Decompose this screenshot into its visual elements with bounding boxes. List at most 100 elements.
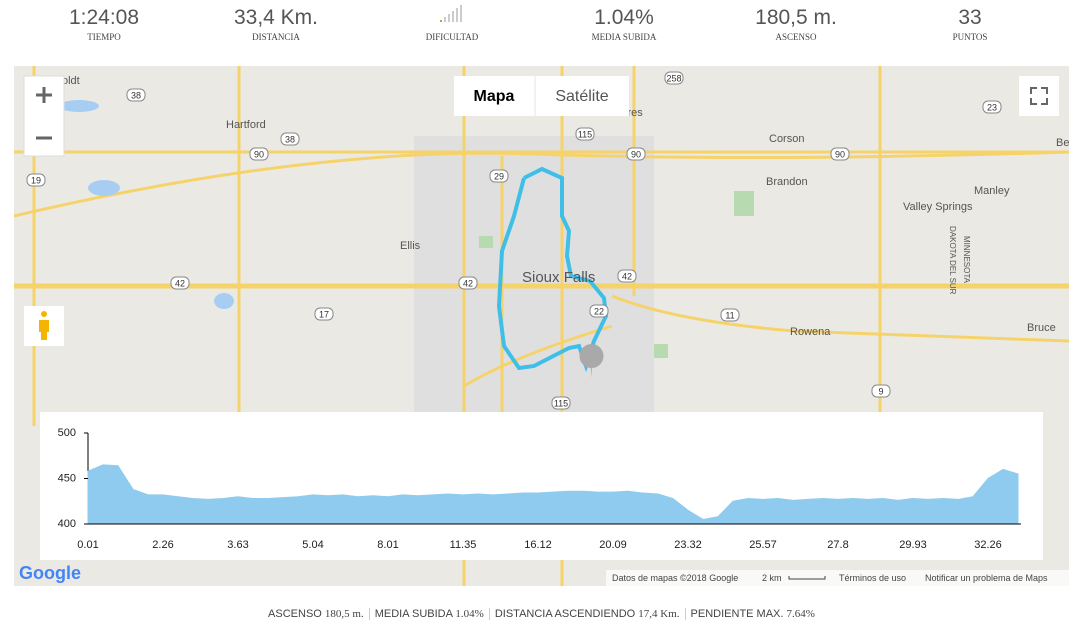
shield-badge xyxy=(458,276,478,290)
place-label: Corson xyxy=(769,133,804,145)
shield-number: 11 xyxy=(725,310,734,320)
x-tick-label: 0.01 xyxy=(77,539,98,551)
terms-link[interactable]: Términos de uso xyxy=(839,573,906,583)
x-tick-label: 27.8 xyxy=(827,539,848,551)
shield-badge xyxy=(626,147,646,161)
footer-item: PENDIENTE MAX. 7.64% xyxy=(686,608,820,620)
shield-number: 29 xyxy=(494,171,504,181)
y-tick-label: 400 xyxy=(58,518,76,530)
elevation-area xyxy=(87,464,1019,525)
y-tick-label: 500 xyxy=(58,427,76,439)
report-link[interactable]: Notificar un problema de Maps xyxy=(925,573,1048,583)
footer-label: DISTANCIA ASCENDIENDO xyxy=(494,608,636,620)
x-tick-label: 20.09 xyxy=(599,539,627,551)
attribution-bar xyxy=(606,570,1069,586)
x-tick-label: 23.32 xyxy=(674,539,702,551)
route-shield: 90 xyxy=(830,147,850,161)
route-shield: 9 xyxy=(871,384,891,398)
shield-badge xyxy=(249,147,269,161)
route-shield: 17 xyxy=(314,307,334,321)
map-tab[interactable]: Mapa xyxy=(474,88,515,105)
footer-value: 17,4 Km. xyxy=(638,608,680,620)
route-shield: 38 xyxy=(280,132,300,146)
shield-badge xyxy=(280,132,300,146)
attribution: Datos de mapas ©2018 Google xyxy=(612,573,738,583)
stat: 1.04% MEDIA SUBIDA xyxy=(539,4,709,42)
signal-bar xyxy=(456,8,458,22)
shield-number: 42 xyxy=(622,271,632,281)
place-label: Hartford xyxy=(226,119,266,131)
route-shield: 11 xyxy=(720,308,740,322)
shield-number: 258 xyxy=(666,73,681,83)
x-tick-label: 2.26 xyxy=(152,539,173,551)
route-shield: 38 xyxy=(126,88,146,102)
zoom-control[interactable] xyxy=(23,75,65,157)
place-label: Valley Springs xyxy=(903,201,973,213)
shield-badge xyxy=(664,71,684,85)
footer-label: PENDIENTE MAX. xyxy=(690,608,784,620)
stat-value: 33,4 Km. xyxy=(233,6,319,29)
stat: 180,5 m. ASCENSO xyxy=(711,4,881,42)
y-tick-label: 450 xyxy=(58,472,76,484)
place-label: Rowena xyxy=(790,326,831,338)
stat-value: 180,5 m. xyxy=(755,6,837,29)
shield-number: 22 xyxy=(594,306,604,316)
lakes xyxy=(59,100,234,309)
signal-bar xyxy=(452,11,454,22)
route-shield: 23 xyxy=(982,100,1002,114)
shield-number: 115 xyxy=(578,129,592,139)
footer-label: ASCENSO xyxy=(268,608,322,620)
fullscreen-button[interactable] xyxy=(1019,76,1059,116)
end-marker xyxy=(579,344,604,378)
x-tick-label: 16.12 xyxy=(524,539,552,551)
zoom-in-button[interactable] xyxy=(36,87,52,103)
place-label: Brandon xyxy=(766,176,808,188)
shield-badge xyxy=(26,173,46,187)
elevation-chart: 400 450 500 0.01 2.26 3.63 5.04 8.01 11.35 16.12 2… xyxy=(40,412,1043,560)
city-area xyxy=(414,136,654,416)
footer-stats: ASCENSO 180,5 m. MEDIA SUBIDA 1.04% DISTAN… xyxy=(0,608,1083,620)
footer-item: DISTANCIA ASCENDIENDO 17,4 Km. xyxy=(489,608,686,620)
footer-item: MEDIA SUBIDA 1.04% xyxy=(369,608,490,620)
shield-number: 23 xyxy=(987,102,997,112)
stat-label: MEDIA SUBIDA xyxy=(591,32,657,42)
route-shield: 258 xyxy=(664,71,684,85)
shield-number: 17 xyxy=(319,309,329,319)
difficulty-icon xyxy=(367,4,537,32)
x-tick-label: 3.63 xyxy=(227,539,248,551)
place-label: Ellis xyxy=(400,240,421,252)
place-labels: oldt Hartford Ellis Sioux Falls Corson B… xyxy=(62,75,1069,338)
x-tick-label: 11.35 xyxy=(450,539,477,551)
shield-number: 38 xyxy=(285,134,295,144)
stat: 33 PUNTOS xyxy=(885,4,1055,42)
place-label: Sioux Falls xyxy=(522,269,595,286)
map-tab[interactable]: Satélite xyxy=(555,88,608,105)
signal-bar xyxy=(460,5,462,22)
stat-label: DIFICULTAD xyxy=(425,32,479,42)
shield-number: 38 xyxy=(131,90,141,100)
place-label: Manley xyxy=(974,185,1010,197)
route-shield: 19 xyxy=(26,173,46,187)
shield-badge xyxy=(830,147,850,161)
route-shield: 115 xyxy=(551,396,571,410)
stat: DIFICULTAD xyxy=(367,4,537,42)
shield-badge xyxy=(982,100,1002,114)
stat: 33,4 Km. DISTANCIA xyxy=(191,4,361,42)
signal-bar xyxy=(448,14,450,22)
x-tick-label: 8.01 xyxy=(377,539,398,551)
shield-number: 9 xyxy=(878,386,883,396)
stat-value: 1:24:08 xyxy=(68,6,140,29)
route-shields: 38 38 19 42 42 17 42 258 115 90 90 90 29 11 9 23 115 22 xyxy=(26,71,1002,410)
shield-badge xyxy=(617,269,637,283)
shield-badge xyxy=(314,307,334,321)
shield-number: 115 xyxy=(554,398,568,408)
shield-badge xyxy=(551,396,571,410)
place-label: Bruce xyxy=(1027,322,1056,334)
pegman-icon xyxy=(39,311,49,340)
shield-badge xyxy=(126,88,146,102)
stat-value: 33 xyxy=(958,6,982,29)
route-shield: 29 xyxy=(489,169,509,183)
scale-bar xyxy=(788,576,826,580)
shield-badge xyxy=(720,308,740,322)
